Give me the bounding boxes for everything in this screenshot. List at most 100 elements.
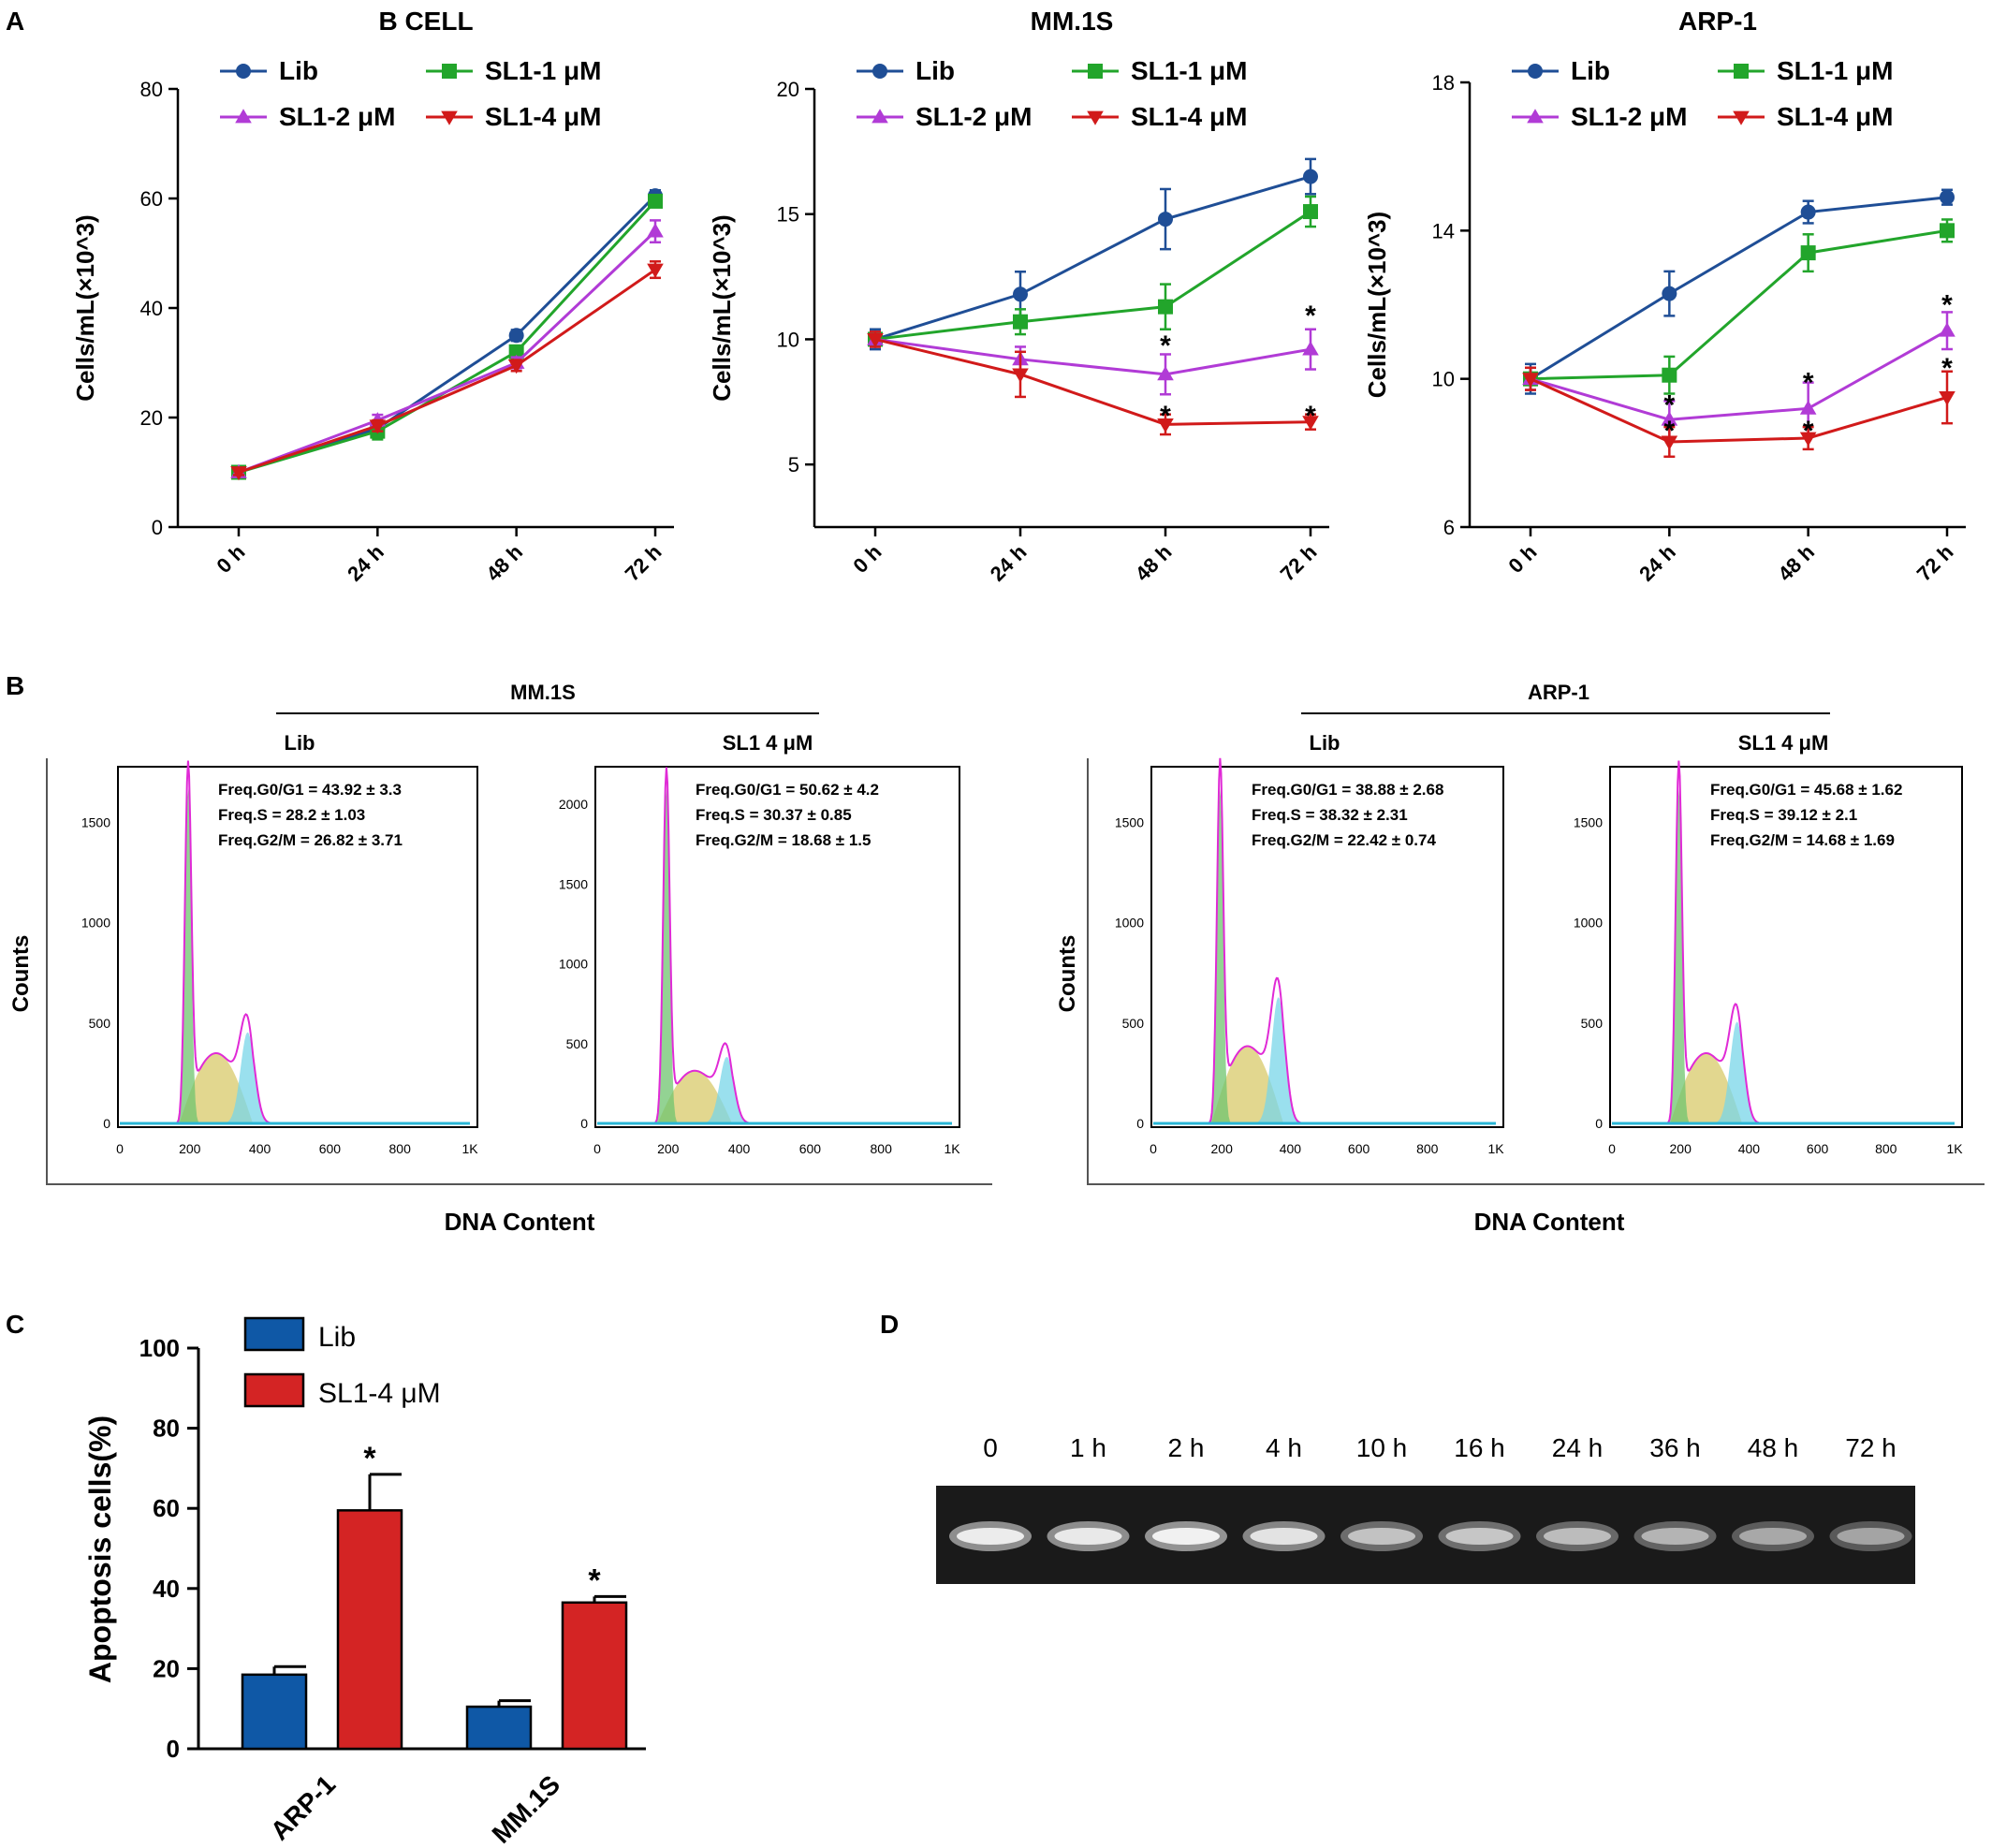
y-tick-label: 0	[103, 1116, 110, 1131]
y-tick-label: 2000	[559, 797, 588, 812]
subplot-label: Lib	[1310, 731, 1340, 755]
significance-star: *	[1803, 416, 1814, 447]
legend-label: SL1-4 μM	[1777, 102, 1893, 131]
legend-label: SL1-2 μM	[915, 102, 1032, 131]
significance-star: *	[1663, 389, 1675, 420]
y-tick-label: 40	[140, 297, 163, 320]
y-axis-label: Cells/mL(×10^3)	[71, 214, 99, 401]
data-point	[369, 419, 387, 434]
y-axis-label: Counts	[8, 935, 34, 1013]
data-point	[508, 344, 524, 359]
legend-label: SL1-4 μM	[318, 1378, 441, 1409]
series-line-3	[238, 230, 657, 474]
x-tick-label: 200	[657, 1141, 680, 1156]
stats-line: Freq.G0/G1 = 45.68 ± 1.62	[1710, 781, 1902, 799]
gel-band	[1152, 1528, 1220, 1545]
lane-label: 4 h	[1266, 1433, 1302, 1462]
x-tick-label: 400	[249, 1141, 271, 1156]
stats-line: Freq.G0/G1 = 43.92 ± 3.3	[218, 781, 402, 799]
panel-a-line-charts: B CELL 0 20 40 60 80 0 h 24 h 48 h 72 h Cells/mL(×…	[71, 7, 1966, 586]
group-title: MM.1S	[510, 681, 576, 704]
x-tick-label: 0	[116, 1141, 124, 1156]
y-tick-label: 0	[1595, 1116, 1603, 1131]
series-line-1	[238, 195, 657, 474]
x-tick-label: 600	[319, 1141, 342, 1156]
legend-marker	[1088, 64, 1103, 79]
data-point	[1157, 366, 1174, 381]
y-tick-label: 0	[580, 1116, 588, 1131]
series-line-4	[874, 337, 1311, 426]
y-axis-label: Cells/mL(×10^3)	[708, 214, 736, 401]
histogram-group-1: MM.1S Counts DNA Content Lib 0 200 400 600 800 1K…	[8, 681, 992, 1236]
y-tick-label: 500	[89, 1016, 111, 1031]
legend-label: SL1-2 μM	[1571, 102, 1687, 131]
histogram-1: Lib 0 200 400 600 800 1K 0 500 1000 1500 Freq.G0/G1…	[1115, 731, 1504, 1156]
stats-line: Freq.S = 30.37 ± 0.85	[696, 806, 852, 824]
data-point	[1662, 286, 1677, 301]
legend-marker	[1087, 110, 1104, 125]
x-tick-label: 48 h	[1131, 540, 1177, 586]
legend-label: SL1-1 μM	[1131, 56, 1247, 85]
data-point	[1800, 204, 1816, 220]
panel-c-apoptosis-bar-chart: 0 20 40 60 80 100 Apoptosis cells(%) ARP-1 MM.1S…	[83, 1316, 646, 1848]
y-tick-label: 1500	[559, 876, 588, 891]
g0g1-area	[154, 788, 295, 1123]
y-tick-label: 0	[167, 1735, 180, 1763]
data-point	[1013, 286, 1028, 302]
y-tick-label: 6	[1443, 516, 1455, 539]
histogram-frame	[1150, 766, 1504, 1128]
series-line-2	[874, 210, 1311, 341]
x-tick-label: 800	[1416, 1141, 1439, 1156]
y-tick-label: 5	[788, 453, 799, 477]
x-tick-label: 800	[389, 1141, 412, 1156]
y-axis-label: Apoptosis cells(%)	[83, 1415, 117, 1683]
gel-band-glow	[1829, 1521, 1912, 1551]
lane-label: 16 h	[1454, 1433, 1505, 1462]
data-point	[1522, 373, 1539, 388]
subplot-label: SL1 4 μM	[1738, 731, 1829, 755]
g0g1-area	[1187, 788, 1325, 1123]
stats-line: Freq.G2/M = 22.42 ± 0.74	[1252, 831, 1436, 849]
legend-marker	[235, 109, 252, 124]
y-tick-label: 20	[153, 1654, 180, 1682]
x-tick-label: 72 h	[1912, 540, 1958, 586]
gel-band	[1739, 1528, 1807, 1545]
bar-1	[241, 1673, 308, 1751]
significance-star: *	[1663, 416, 1675, 447]
x-tick-label: 600	[1348, 1141, 1370, 1156]
panel-d-gel-image: 0 1 h 2 h 4 h 10 h 16 h 24 h 36 h 48 h 72 h	[936, 1433, 1915, 1584]
histogram-2: SL1 4 μM 0 200 400 600 800 1K 0 500 1000 1500 Freq.…	[1574, 731, 1963, 1156]
series-line-2	[1530, 228, 1948, 381]
histogram-2: SL1 4 μM 0 200 400 600 800 1K 0 500 1000 1500 2000 F…	[559, 731, 960, 1156]
legend-label: Lib	[318, 1322, 356, 1353]
x-tick-label: 600	[799, 1141, 822, 1156]
stats-line: Freq.S = 39.12 ± 2.1	[1710, 806, 1857, 824]
legend-label: Lib	[1571, 56, 1610, 85]
legend-marker	[442, 64, 457, 79]
x-tick-label: 1K	[1946, 1141, 1963, 1156]
data-point	[648, 193, 663, 209]
data-point	[1940, 189, 1955, 205]
data-point	[647, 223, 664, 238]
legend-swatch	[243, 1372, 305, 1408]
x-tick-label: 0 h	[212, 540, 249, 578]
gel-band	[957, 1528, 1024, 1545]
x-tick-label: 1K	[461, 1141, 478, 1156]
legend-label: SL1-1 μM	[1777, 56, 1893, 85]
gel-band	[1348, 1528, 1415, 1545]
x-tick-label: ARP-1	[265, 1769, 341, 1845]
legend-marker	[441, 110, 458, 125]
data-point	[647, 263, 664, 278]
data-point	[1302, 341, 1319, 356]
histogram-1: Lib 0 200 400 600 800 1K 0 500 1000 1500 Freq.G0/G1…	[81, 731, 478, 1156]
legend-swatch	[243, 1316, 305, 1352]
y-tick-label: 1500	[1574, 815, 1603, 830]
y-tick-label: 40	[153, 1575, 180, 1603]
y-tick-label: 0	[1136, 1116, 1144, 1131]
significance-star: *	[1941, 353, 1953, 384]
legend-label: Lib	[915, 56, 955, 85]
lane-label: 1 h	[1070, 1433, 1106, 1462]
stats-line: Freq.G2/M = 26.82 ± 3.71	[218, 831, 403, 849]
x-tick-label: 1K	[1487, 1141, 1504, 1156]
data-point	[1661, 411, 1678, 426]
